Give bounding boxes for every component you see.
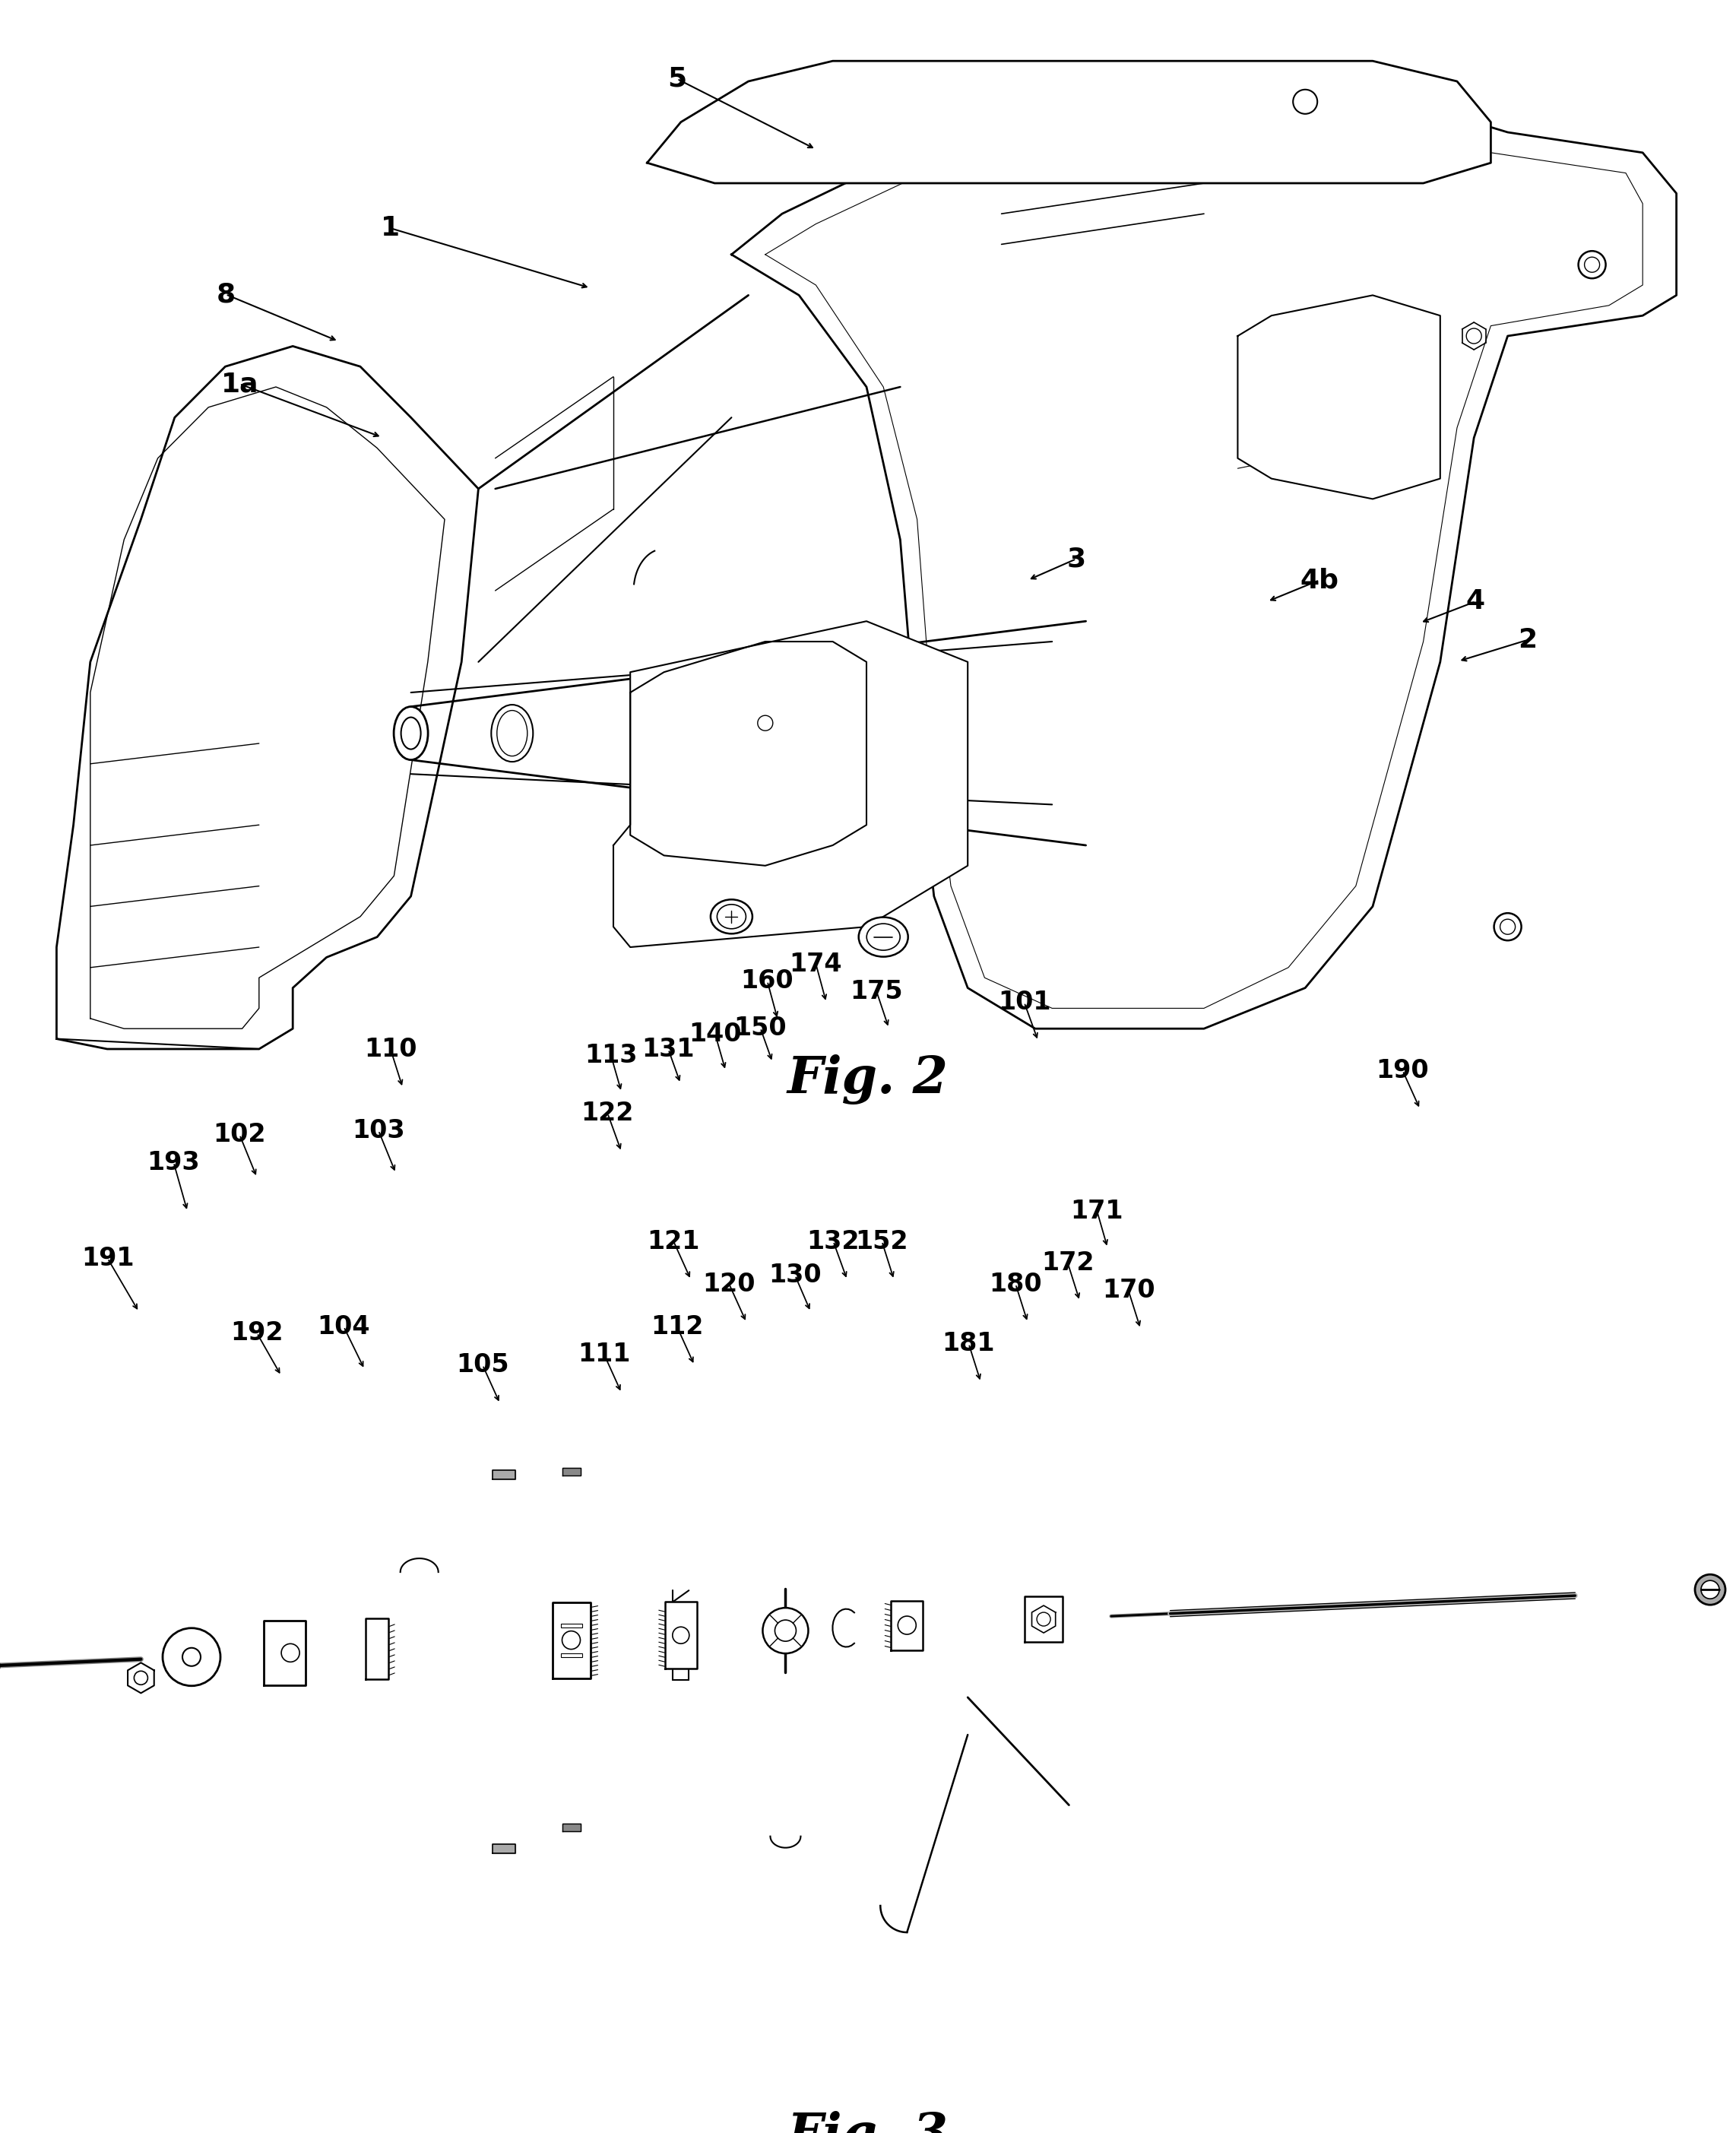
Circle shape — [774, 1619, 797, 1640]
Ellipse shape — [496, 710, 528, 755]
Text: 160: 160 — [741, 968, 793, 994]
Polygon shape — [562, 1824, 580, 1830]
Circle shape — [757, 715, 773, 732]
Polygon shape — [1024, 1595, 1062, 1642]
Circle shape — [1578, 252, 1606, 279]
Text: 122: 122 — [582, 1101, 634, 1126]
Ellipse shape — [859, 917, 908, 958]
Text: 180: 180 — [990, 1271, 1042, 1297]
Text: 132: 132 — [807, 1229, 859, 1254]
Text: 150: 150 — [734, 1015, 786, 1041]
Text: 190: 190 — [1377, 1058, 1429, 1084]
Text: 121: 121 — [648, 1229, 700, 1254]
Ellipse shape — [710, 900, 752, 934]
Polygon shape — [630, 642, 866, 866]
Text: 2: 2 — [1517, 627, 1538, 653]
Circle shape — [1500, 919, 1516, 934]
Circle shape — [182, 1649, 201, 1666]
Bar — [561, 1653, 582, 1657]
Text: 174: 174 — [790, 951, 842, 977]
Circle shape — [898, 1617, 917, 1634]
Ellipse shape — [866, 924, 899, 951]
Polygon shape — [665, 1602, 696, 1668]
Text: 191: 191 — [82, 1246, 134, 1271]
Text: 103: 103 — [352, 1118, 404, 1143]
Polygon shape — [648, 62, 1491, 183]
Text: 181: 181 — [943, 1331, 995, 1357]
Polygon shape — [493, 1470, 516, 1480]
Ellipse shape — [717, 904, 746, 928]
Polygon shape — [562, 1468, 580, 1476]
Polygon shape — [57, 346, 479, 1049]
Text: 1a: 1a — [220, 371, 259, 397]
Text: 172: 172 — [1042, 1250, 1094, 1276]
Polygon shape — [731, 102, 1677, 1028]
Circle shape — [281, 1645, 300, 1662]
Ellipse shape — [394, 706, 429, 759]
Text: 110: 110 — [365, 1037, 417, 1062]
Text: 130: 130 — [769, 1263, 821, 1288]
Circle shape — [672, 1627, 689, 1645]
Polygon shape — [128, 1664, 155, 1694]
Text: 113: 113 — [585, 1043, 637, 1069]
Circle shape — [762, 1608, 809, 1653]
Polygon shape — [366, 1619, 389, 1679]
Text: 4: 4 — [1465, 589, 1486, 614]
Polygon shape — [1238, 294, 1441, 499]
Text: 102: 102 — [214, 1122, 266, 1148]
Circle shape — [163, 1627, 220, 1685]
Text: 170: 170 — [1102, 1278, 1154, 1303]
Circle shape — [1585, 258, 1599, 273]
Text: 4b: 4b — [1300, 567, 1338, 593]
Circle shape — [134, 1670, 148, 1685]
Circle shape — [1495, 913, 1521, 941]
Text: 192: 192 — [231, 1320, 283, 1346]
Text: 140: 140 — [689, 1022, 741, 1047]
Bar — [561, 1623, 582, 1627]
Text: 171: 171 — [1071, 1199, 1123, 1224]
Circle shape — [1694, 1574, 1726, 1604]
Circle shape — [1293, 90, 1318, 113]
Text: 1: 1 — [380, 215, 401, 241]
Text: 175: 175 — [851, 979, 903, 1005]
Circle shape — [1036, 1613, 1050, 1625]
Text: Fig. 3: Fig. 3 — [788, 2112, 948, 2133]
Text: 112: 112 — [651, 1314, 703, 1340]
Text: 3: 3 — [1066, 546, 1087, 572]
Text: 152: 152 — [856, 1229, 908, 1254]
Polygon shape — [264, 1621, 306, 1685]
Text: 105: 105 — [457, 1352, 509, 1378]
Circle shape — [562, 1632, 580, 1649]
Ellipse shape — [401, 717, 420, 749]
Text: 131: 131 — [642, 1037, 694, 1062]
Text: 8: 8 — [215, 282, 236, 307]
Text: 5: 5 — [667, 66, 687, 92]
Ellipse shape — [491, 704, 533, 761]
Text: 101: 101 — [998, 990, 1050, 1015]
Circle shape — [1467, 328, 1481, 343]
Circle shape — [1701, 1581, 1719, 1600]
Polygon shape — [552, 1602, 590, 1679]
Polygon shape — [613, 621, 967, 947]
Text: 104: 104 — [318, 1314, 370, 1340]
Text: 120: 120 — [703, 1271, 755, 1297]
Text: 193: 193 — [148, 1150, 200, 1175]
Polygon shape — [891, 1600, 924, 1651]
Text: Fig. 2: Fig. 2 — [788, 1054, 948, 1105]
Polygon shape — [493, 1845, 516, 1854]
Text: 111: 111 — [578, 1342, 630, 1367]
